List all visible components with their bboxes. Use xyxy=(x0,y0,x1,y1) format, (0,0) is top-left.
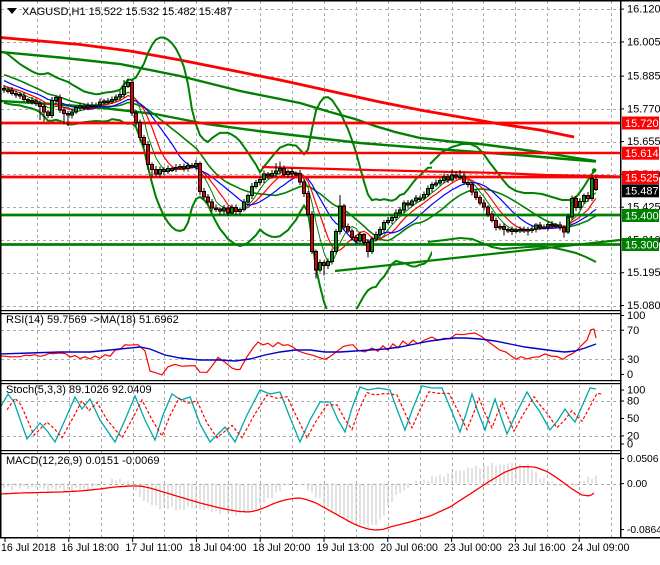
svg-text:19 Jul 13:00: 19 Jul 13:00 xyxy=(316,542,374,554)
svg-text:15.770: 15.770 xyxy=(627,103,660,115)
svg-text:16 Jul 18:00: 16 Jul 18:00 xyxy=(61,542,119,554)
svg-text:30: 30 xyxy=(627,354,639,366)
svg-text:RSI(14) 59.7569 ->MA(18) 51.6: RSI(14) 59.7569 ->MA(18) 51.6962 xyxy=(6,314,179,326)
svg-text:100: 100 xyxy=(627,310,645,322)
svg-text:70: 70 xyxy=(627,325,639,337)
svg-text:16.005: 16.005 xyxy=(627,36,660,48)
svg-text:0.0506: 0.0506 xyxy=(627,454,659,465)
svg-text:0.00: 0.00 xyxy=(627,479,647,490)
svg-text:16 Jul 2018: 16 Jul 2018 xyxy=(1,542,56,554)
svg-text:15.720: 15.720 xyxy=(625,118,659,130)
svg-text:23 Jul 16:00: 23 Jul 16:00 xyxy=(508,542,566,554)
svg-text:15.885: 15.885 xyxy=(627,71,660,83)
svg-text:15.525: 15.525 xyxy=(625,172,659,184)
svg-text:XAGUSD,H1 15.522 15.532 15.48: XAGUSD,H1 15.522 15.532 15.482 15.487 xyxy=(22,6,232,18)
svg-text:MACD(12,26,9) 0.0151 -0.0069: MACD(12,26,9) 0.0151 -0.0069 xyxy=(6,455,159,467)
svg-text:80: 80 xyxy=(627,396,639,408)
svg-text:15.614: 15.614 xyxy=(625,148,659,160)
svg-text:20 Jul 06:00: 20 Jul 06:00 xyxy=(380,542,438,554)
svg-text:15.080: 15.080 xyxy=(627,300,660,312)
svg-text:18 Jul 04:00: 18 Jul 04:00 xyxy=(189,542,247,554)
svg-text:18 Jul 20:00: 18 Jul 20:00 xyxy=(253,542,311,554)
svg-text:15.655: 15.655 xyxy=(627,136,660,148)
svg-text:23 Jul 00:00: 23 Jul 00:00 xyxy=(444,542,502,554)
svg-text:15.195: 15.195 xyxy=(627,267,660,279)
svg-text:Stoch(5,3,3) 89.1026 92.0409: Stoch(5,3,3) 89.1026 92.0409 xyxy=(6,384,152,396)
svg-text:0: 0 xyxy=(627,369,633,381)
svg-text:20: 20 xyxy=(627,430,639,442)
svg-text:15.300: 15.300 xyxy=(625,239,659,251)
svg-text:0: 0 xyxy=(627,439,633,451)
svg-text:24 Jul 09:00: 24 Jul 09:00 xyxy=(572,542,630,554)
svg-text:-0.0864: -0.0864 xyxy=(627,525,660,536)
svg-text:50: 50 xyxy=(627,413,639,425)
svg-text:15.400: 15.400 xyxy=(625,210,659,222)
svg-text:17 Jul 11:00: 17 Jul 11:00 xyxy=(125,542,182,554)
svg-text:15.487: 15.487 xyxy=(625,186,659,198)
svg-text:100: 100 xyxy=(627,385,645,397)
svg-text:16.120: 16.120 xyxy=(627,4,660,16)
